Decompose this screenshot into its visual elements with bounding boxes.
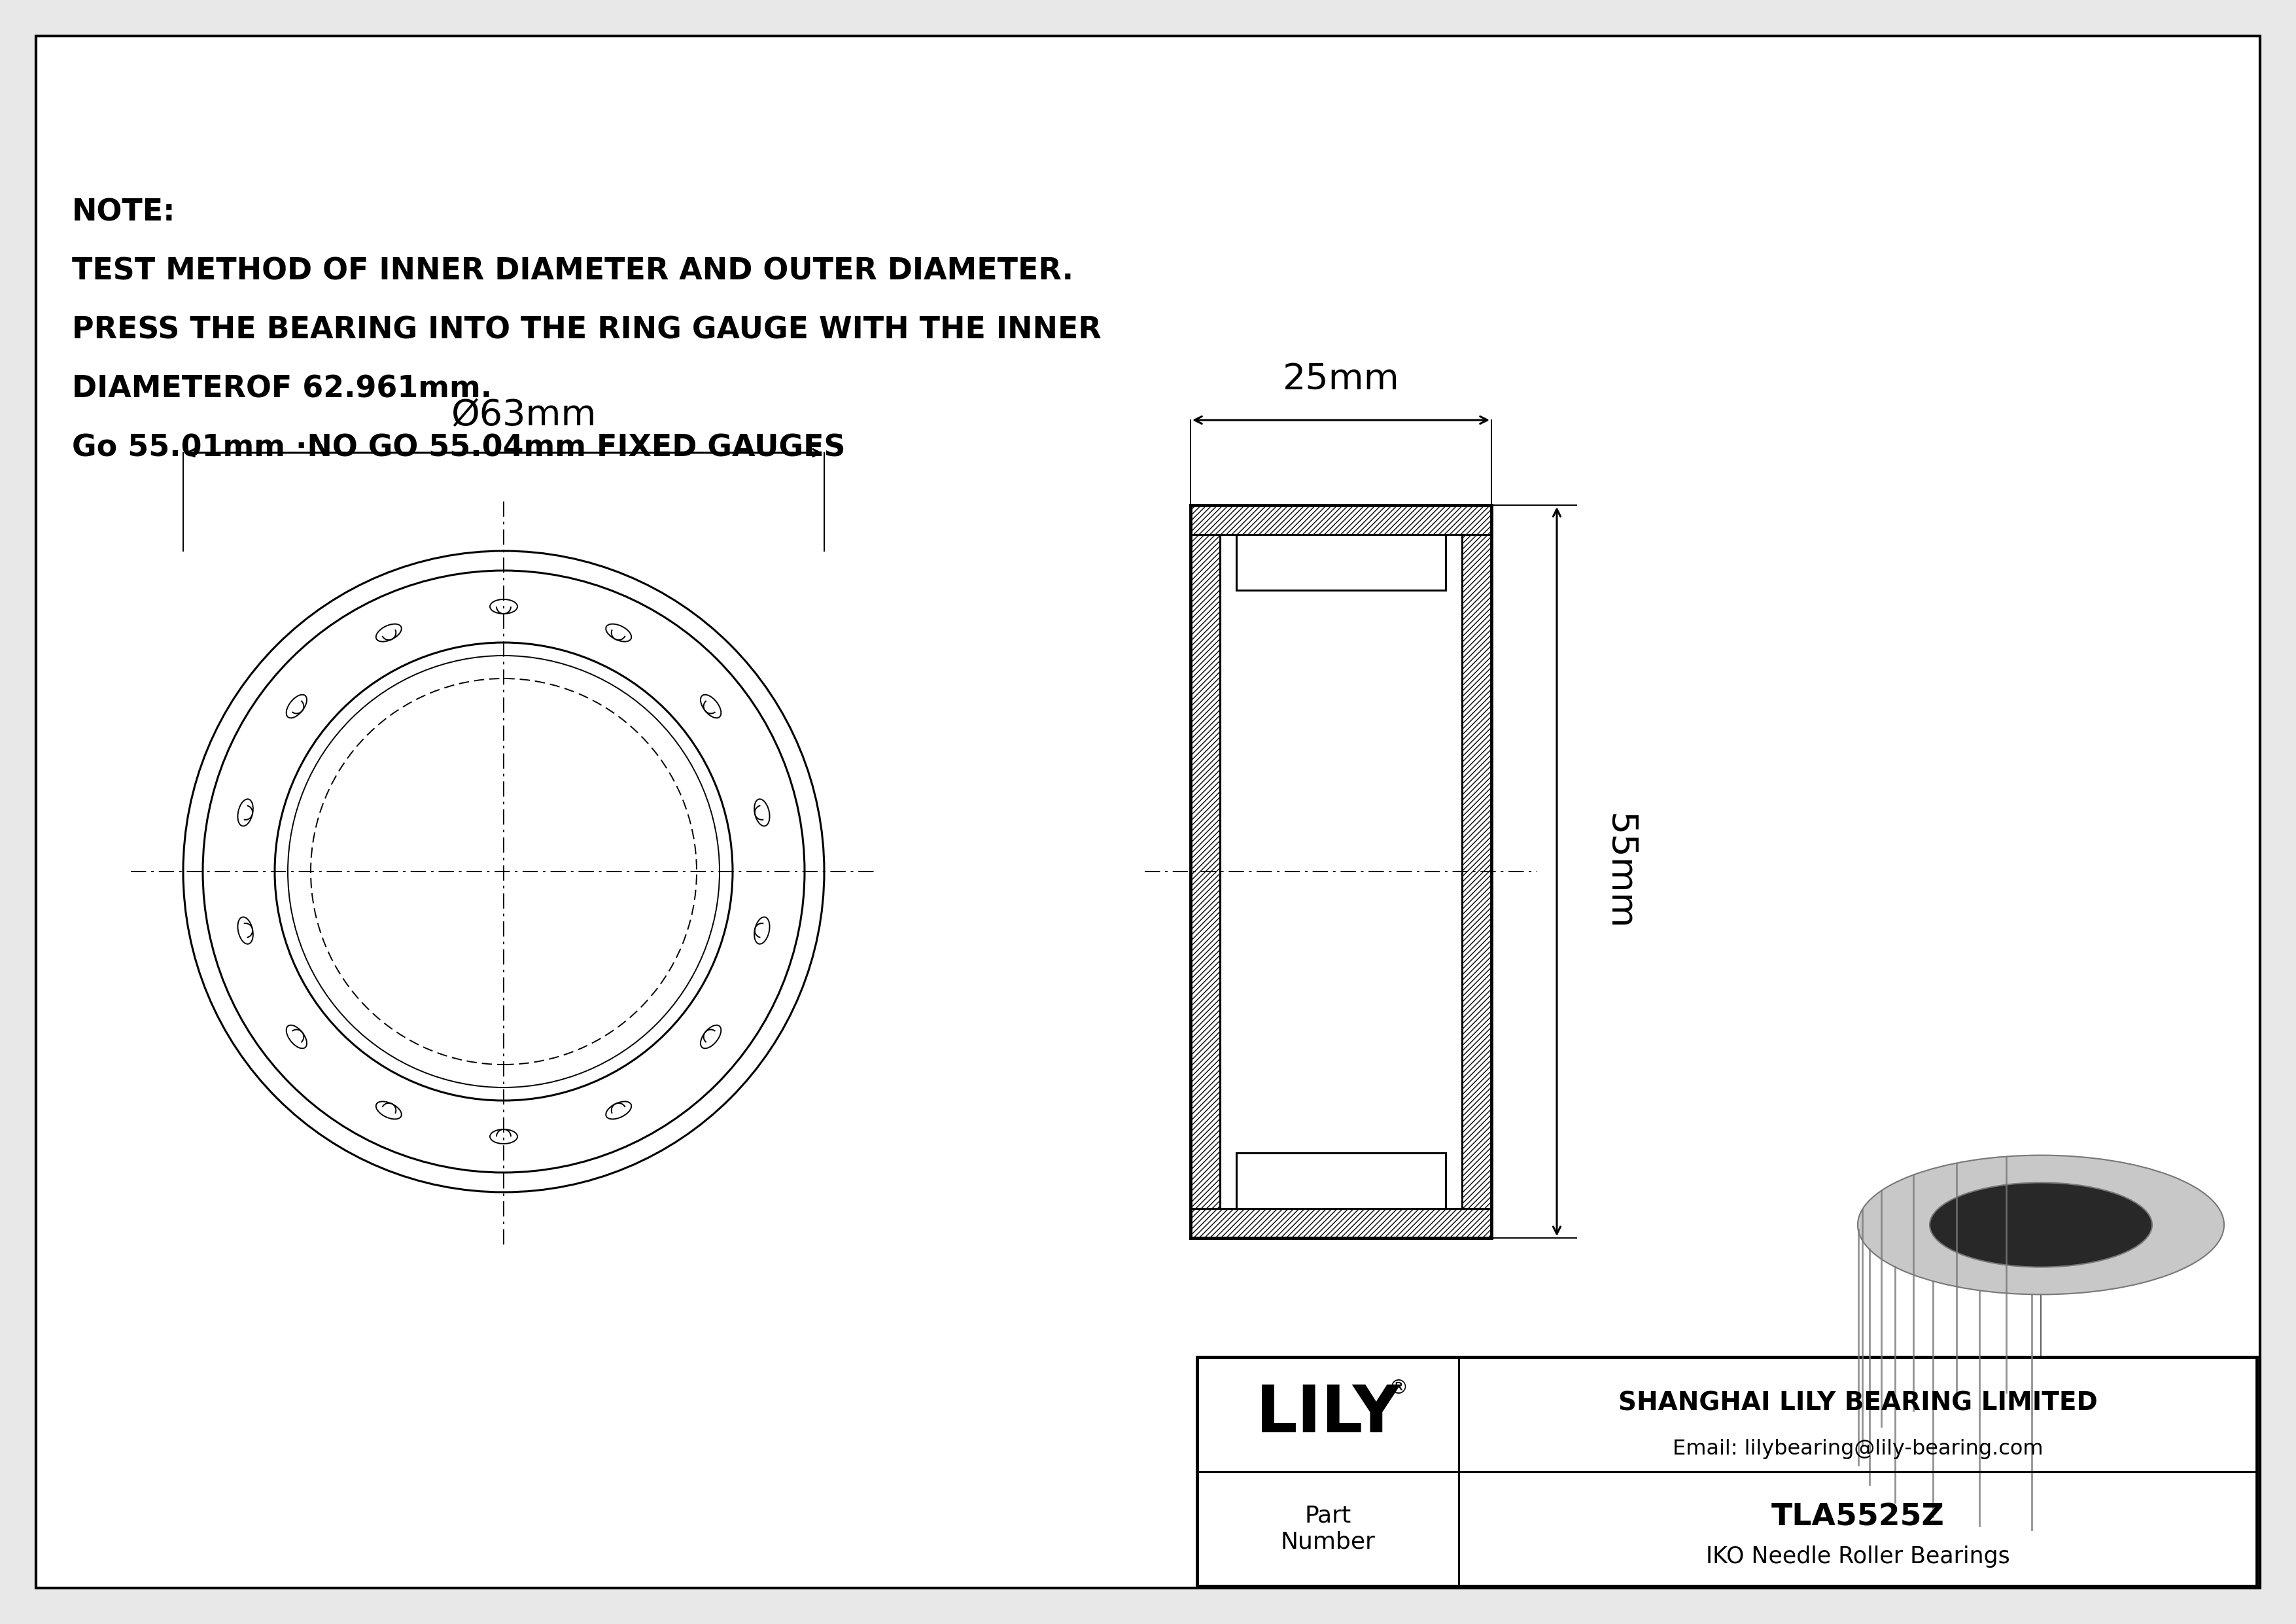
Ellipse shape xyxy=(1857,1155,2225,1294)
Ellipse shape xyxy=(1929,1418,2151,1502)
Ellipse shape xyxy=(1929,1182,2151,1267)
Text: Part
Number: Part Number xyxy=(1281,1505,1375,1553)
Text: PRESS THE BEARING INTO THE RING GAUGE WITH THE INNER: PRESS THE BEARING INTO THE RING GAUGE WI… xyxy=(71,315,1102,344)
Text: 25mm: 25mm xyxy=(1283,362,1401,398)
Text: ®: ® xyxy=(1389,1379,1407,1398)
Bar xyxy=(1192,1208,1492,1237)
Text: IKO Needle Roller Bearings: IKO Needle Roller Bearings xyxy=(1706,1544,2009,1567)
Bar xyxy=(1235,534,1446,590)
Text: Email: lilybearing@lily-bearing.com: Email: lilybearing@lily-bearing.com xyxy=(1671,1439,2043,1458)
Text: SHANGHAI LILY BEARING LIMITED: SHANGHAI LILY BEARING LIMITED xyxy=(1619,1390,2096,1415)
Bar xyxy=(1235,1153,1446,1208)
Bar xyxy=(1463,505,1492,1237)
Polygon shape xyxy=(2041,1155,2225,1530)
Text: LILY: LILY xyxy=(1256,1382,1401,1445)
Text: NOTE:: NOTE: xyxy=(71,198,174,227)
Polygon shape xyxy=(1857,1155,2041,1530)
Text: Ø63mm: Ø63mm xyxy=(450,398,597,434)
Text: DIAMETEROF 62.961mm.: DIAMETEROF 62.961mm. xyxy=(71,374,491,404)
Bar xyxy=(1192,505,1219,1237)
Text: 55mm: 55mm xyxy=(1600,814,1637,931)
Text: TLA5525Z: TLA5525Z xyxy=(1770,1502,1945,1531)
Polygon shape xyxy=(1929,1182,2041,1502)
Bar xyxy=(1192,505,1492,534)
Text: TEST METHOD OF INNER DIAMETER AND OUTER DIAMETER.: TEST METHOD OF INNER DIAMETER AND OUTER … xyxy=(71,257,1075,286)
Ellipse shape xyxy=(1857,1390,2225,1530)
Bar xyxy=(1196,1358,2257,1587)
Text: Go 55.01mm ·NO GO 55.04mm FIXED GAUGES: Go 55.01mm ·NO GO 55.04mm FIXED GAUGES xyxy=(71,434,845,463)
